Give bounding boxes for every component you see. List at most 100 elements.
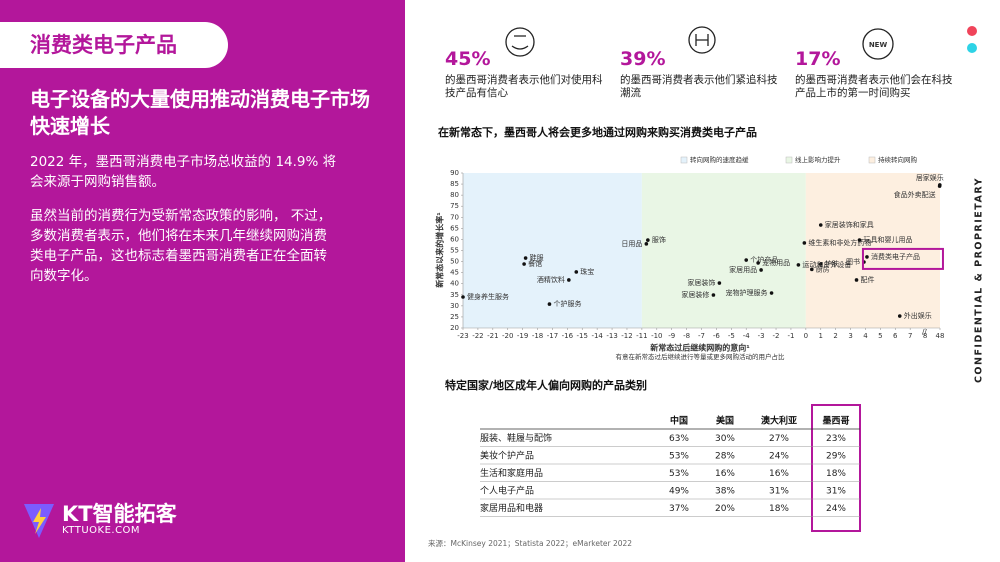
y-tick-label: 45 <box>450 269 459 277</box>
table-cell: 18% <box>769 504 789 514</box>
point-label: 运动和户外设备 <box>802 260 851 269</box>
point <box>759 268 763 272</box>
x-tick-label: 4 <box>863 332 868 340</box>
point <box>937 184 942 188</box>
table-cell: 28% <box>715 452 735 462</box>
y-tick-label: 65 <box>450 224 459 232</box>
heading: 电子设备的大量使用推动消费电子市场快速增长 <box>30 87 370 138</box>
stat: 39% 的墨西哥消费者表示他们紧追科技潮流 <box>620 48 780 100</box>
point <box>857 238 862 242</box>
point <box>818 262 823 266</box>
point <box>522 262 526 266</box>
x-tick-label: -4 <box>743 332 751 340</box>
x-tick-label: 8 <box>923 332 927 340</box>
zone-swatch <box>680 156 688 164</box>
y-tick-label: 50 <box>450 258 459 266</box>
stat-value: 17% <box>795 48 841 70</box>
zone-swatch <box>868 156 876 164</box>
point-label: 家居用品 <box>729 265 757 274</box>
point <box>854 278 859 282</box>
table-cell: 31% <box>826 487 846 497</box>
table-cell: 53% <box>669 452 689 462</box>
zone-label: 转向网购的速度趋缓 <box>690 155 749 164</box>
point-label: 图书 <box>846 257 860 266</box>
x-axis-sublabel: 有意在新常态过后继续进行等量或更多网购活动的用户占比 <box>616 352 786 361</box>
table-cell: 27% <box>769 434 789 444</box>
point <box>756 261 760 265</box>
x-tick-label: 7 <box>908 332 912 340</box>
point <box>644 242 649 246</box>
stat-value: 45% <box>445 48 491 70</box>
y-axis-label: 新常态以来的增长率¹ <box>435 212 445 288</box>
table-cell: 29% <box>826 452 846 462</box>
paragraph: 2022 年，墨西哥消费电子市场总收益的 14.9% 将会来源于网购销售额。 <box>30 154 337 190</box>
zone-label: 线上影响力提升 <box>795 155 841 164</box>
point <box>547 302 552 306</box>
x-tick-label: -3 <box>758 332 765 340</box>
zone-label: 持续转向网购 <box>878 155 918 164</box>
point <box>646 238 650 242</box>
point <box>802 241 807 245</box>
stat-text: 的墨西哥消费者表示他们会在科技产品上市的第一时间购买 <box>795 74 953 99</box>
table-header: 墨西哥 <box>822 416 849 427</box>
point <box>769 291 774 295</box>
point <box>717 281 722 285</box>
y-tick-label: 75 <box>450 202 459 210</box>
table-row-label: 服装、鞋履与配饰 <box>480 432 552 444</box>
x-tick-label: 2 <box>833 332 837 340</box>
point-label: 珠宝 <box>580 267 594 276</box>
section-tag: 消费类电子产品 <box>0 22 228 68</box>
x-tick-label: -22 <box>472 332 483 340</box>
left-panel: 消费类电子产品 电子设备的大量使用推动消费电子市场快速增长 2022 年，墨西哥… <box>0 0 405 562</box>
y-tick-label: 25 <box>450 313 459 321</box>
point <box>818 223 823 227</box>
y-tick-label: 35 <box>450 291 459 299</box>
x-tick-label: 5 <box>878 332 882 340</box>
table-cell: 30% <box>715 434 735 444</box>
table-cell: 49% <box>669 487 689 497</box>
logo: KT智能拓客 KTTUOKE.COM <box>22 498 222 542</box>
y-tick-label: 70 <box>450 213 459 221</box>
x-tick-label: -18 <box>532 332 543 340</box>
highlight-box <box>861 247 944 270</box>
point <box>796 263 801 267</box>
x-tick-label: -1 <box>787 332 794 340</box>
point-label: 配件 <box>861 275 875 284</box>
table-row-label: 美妆个护产品 <box>480 450 534 462</box>
x-tick-label: 1 <box>819 332 823 340</box>
y-tick-label: 80 <box>450 191 459 199</box>
x-tick-label: -13 <box>606 332 617 340</box>
table-header: 美国 <box>716 415 734 427</box>
point-label: 个护产品 <box>750 255 778 264</box>
y-tick-label: 90 <box>450 169 459 177</box>
y-tick-label: 40 <box>450 280 459 288</box>
x-tick-label: -7 <box>698 332 705 340</box>
chart-title: 在新常态下，墨西哥人将会更多地通过网购来购买消费类电子产品 <box>438 125 757 139</box>
point <box>574 270 579 274</box>
logo-icon <box>24 504 54 538</box>
stat-icon <box>505 26 894 60</box>
point-label: 个护服务 <box>553 299 581 308</box>
x-tick-label: -12 <box>621 332 632 340</box>
point-label: 服饰 <box>652 235 666 244</box>
point <box>523 256 528 260</box>
y-tick-label: 60 <box>450 235 459 243</box>
point-label: 食品外卖配送 <box>894 190 936 199</box>
deco-dot <box>967 43 977 53</box>
x-tick-label: -19 <box>517 332 528 340</box>
x-tick-label: -23 <box>457 332 468 340</box>
point-label: 鞋服 <box>530 253 544 262</box>
table-cell: 37% <box>669 504 689 514</box>
point <box>810 267 814 272</box>
table-row-label: 个人电子产品 <box>480 485 534 497</box>
point-label: 厨房 <box>816 264 830 273</box>
table-cell: 63% <box>669 434 689 444</box>
point-label: 玩具和婴儿用品 <box>864 235 913 244</box>
table-row-label: 生活和家庭用品 <box>480 467 543 479</box>
side-note-text: CONFIDENTIAL & PROPRIETARY <box>973 176 985 384</box>
point <box>461 295 465 299</box>
table-title: 特定国家/地区成年人偏向网购的产品类别 <box>445 378 647 392</box>
logo-name: KT智能拓客 <box>62 502 177 526</box>
